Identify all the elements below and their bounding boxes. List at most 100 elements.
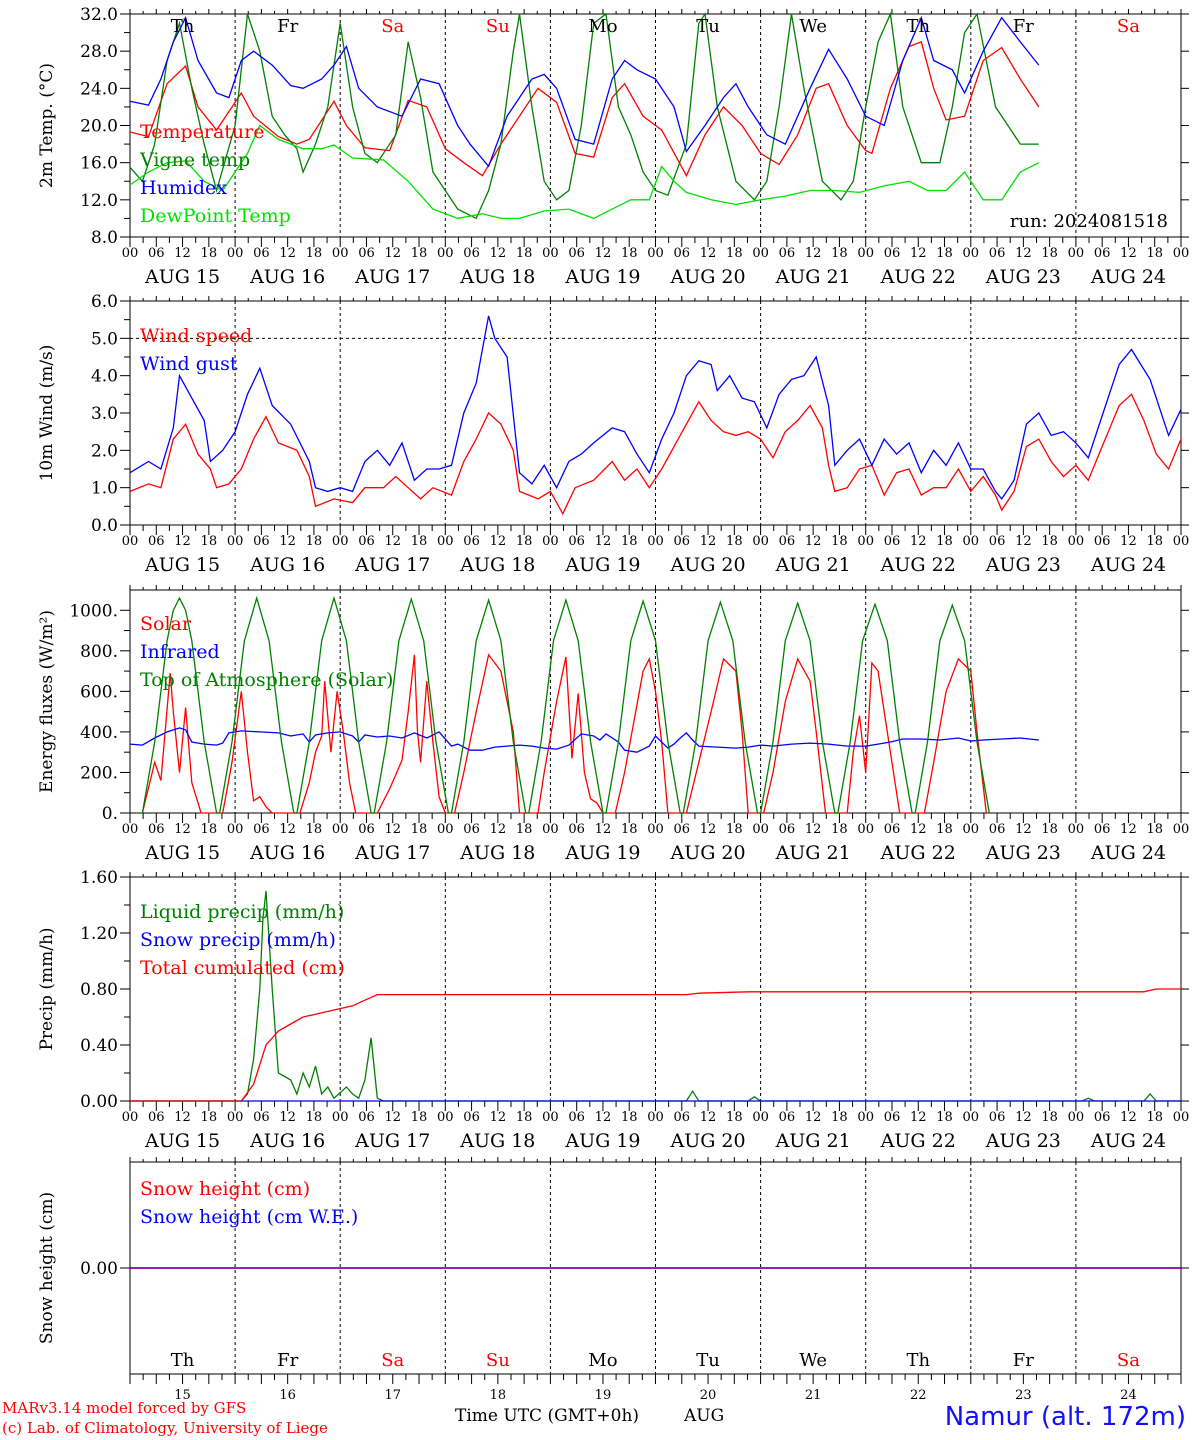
- x-hour-label: 00: [752, 246, 769, 261]
- x-hour-label: 18: [306, 246, 323, 261]
- y-tick-label: 12.0: [80, 191, 118, 211]
- x-hour-label: 12: [805, 534, 822, 549]
- x-hour-label: 00: [227, 822, 244, 837]
- x-hour-label: 06: [253, 246, 270, 261]
- legend-entry: DewPoint Temp: [140, 205, 291, 227]
- x-hour-label: 00: [647, 534, 664, 549]
- day-number-label: 17: [384, 1388, 401, 1403]
- date-label: AUG 22: [880, 1130, 956, 1152]
- x-hour-label: 18: [936, 1110, 953, 1125]
- x-hour-label: 06: [568, 246, 585, 261]
- x-hour-label: 18: [201, 822, 218, 837]
- x-hour-label: 06: [884, 246, 901, 261]
- x-hour-label: 06: [884, 822, 901, 837]
- x-hour-label: 00: [122, 1110, 139, 1125]
- x-hour-label: 18: [726, 246, 743, 261]
- date-label: AUG 24: [1090, 266, 1166, 288]
- x-hour-label: 12: [174, 1110, 191, 1125]
- x-hour-label: 06: [1094, 246, 1111, 261]
- y-tick-label: 1.20: [80, 924, 118, 944]
- y-tick-label: 1.60: [80, 868, 118, 888]
- x-hour-label: 00: [227, 246, 244, 261]
- y-tick-label: 0.40: [80, 1036, 118, 1056]
- x-hour-label: 12: [595, 534, 612, 549]
- x-hour-label: 00: [227, 1110, 244, 1125]
- day-number-label: 23: [1015, 1388, 1032, 1403]
- date-label: AUG 24: [1090, 842, 1166, 864]
- weekday-label: Th: [171, 16, 195, 37]
- x-hour-label: 12: [279, 1110, 296, 1125]
- legend-entry: Total cumulated (cm): [140, 957, 345, 979]
- weekday-label: Fr: [1013, 16, 1034, 37]
- x-hour-label: 18: [411, 1110, 428, 1125]
- x-hour-label: 00: [647, 246, 664, 261]
- date-label: AUG 19: [564, 554, 640, 576]
- x-hour-label: 06: [358, 246, 375, 261]
- weekday-label: Mo: [588, 16, 617, 37]
- y-tick-label: 0.80: [80, 980, 118, 1000]
- x-hour-label: 12: [1120, 822, 1137, 837]
- y-tick-label: 32.0: [80, 5, 118, 25]
- legend-entry: Snow height (cm): [140, 1178, 310, 1200]
- x-hour-label: 06: [1094, 1110, 1111, 1125]
- x-hour-label: 12: [595, 822, 612, 837]
- x-hour-label: 06: [779, 1110, 796, 1125]
- bottom-weekday-label: Fr: [277, 1350, 298, 1371]
- bottom-weekday-label: Th: [171, 1350, 195, 1371]
- x-hour-label: 00: [1173, 534, 1190, 549]
- x-hour-label: 18: [936, 822, 953, 837]
- x-hour-label: 18: [1041, 534, 1058, 549]
- x-hour-label: 18: [306, 822, 323, 837]
- x-hour-label: 00: [752, 534, 769, 549]
- x-hour-label: 06: [253, 822, 270, 837]
- bottom-weekday-label: Th: [906, 1350, 930, 1371]
- day-number-label: 19: [595, 1388, 612, 1403]
- x-hour-label: 18: [1041, 246, 1058, 261]
- legend-entry: Wind speed: [140, 325, 252, 347]
- x-hour-label: 18: [201, 1110, 218, 1125]
- x-hour-label: 12: [279, 534, 296, 549]
- x-hour-label: 06: [148, 822, 165, 837]
- date-label: AUG 15: [144, 1130, 220, 1152]
- x-hour-label: 00: [122, 534, 139, 549]
- date-label: AUG 21: [775, 842, 851, 864]
- date-label: AUG 21: [775, 1130, 851, 1152]
- x-hour-label: 00: [437, 822, 454, 837]
- x-hour-label: 12: [1015, 822, 1032, 837]
- x-hour-label: 18: [306, 1110, 323, 1125]
- bottom-weekday-label: Mo: [588, 1350, 617, 1371]
- date-label: AUG 23: [985, 1130, 1061, 1152]
- date-label: AUG 24: [1090, 554, 1166, 576]
- x-hour-label: 06: [1094, 534, 1111, 549]
- x-hour-label: 00: [332, 534, 349, 549]
- y-tick-label: 24.0: [80, 79, 118, 99]
- y-axis-title: Snow height (cm): [37, 1192, 57, 1344]
- y-tick-label: 4.0: [91, 367, 118, 387]
- legend-entry: Infrared: [140, 641, 220, 663]
- bottom-weekday-label: Sa: [381, 1350, 404, 1371]
- x-hour-label: 06: [463, 1110, 480, 1125]
- legend-entry: Humidex: [140, 177, 227, 199]
- x-hour-label: 12: [805, 246, 822, 261]
- x-hour-label: 18: [621, 822, 638, 837]
- x-hour-label: 18: [936, 246, 953, 261]
- weekday-label: Sa: [381, 16, 404, 37]
- y-axis-title: Precip (mm/h): [37, 927, 57, 1050]
- x-hour-label: 18: [621, 534, 638, 549]
- series-line: [130, 988, 1181, 1102]
- date-label: AUG 24: [1090, 1130, 1166, 1152]
- x-hour-label: 00: [963, 822, 980, 837]
- x-hour-label: 12: [805, 822, 822, 837]
- legend-entry: Liquid precip (mm/h): [140, 901, 344, 923]
- x-hour-label: 18: [411, 534, 428, 549]
- y-tick-label: 0.0: [91, 516, 118, 536]
- x-hour-label: 00: [227, 534, 244, 549]
- date-label: AUG 16: [249, 1130, 325, 1152]
- x-hour-label: 06: [568, 822, 585, 837]
- x-hour-label: 00: [437, 534, 454, 549]
- x-hour-label: 06: [989, 246, 1006, 261]
- x-hour-label: 12: [595, 246, 612, 261]
- legend-entry: Temperature: [140, 121, 264, 143]
- x-hour-label: 06: [674, 534, 691, 549]
- x-hour-label: 06: [148, 1110, 165, 1125]
